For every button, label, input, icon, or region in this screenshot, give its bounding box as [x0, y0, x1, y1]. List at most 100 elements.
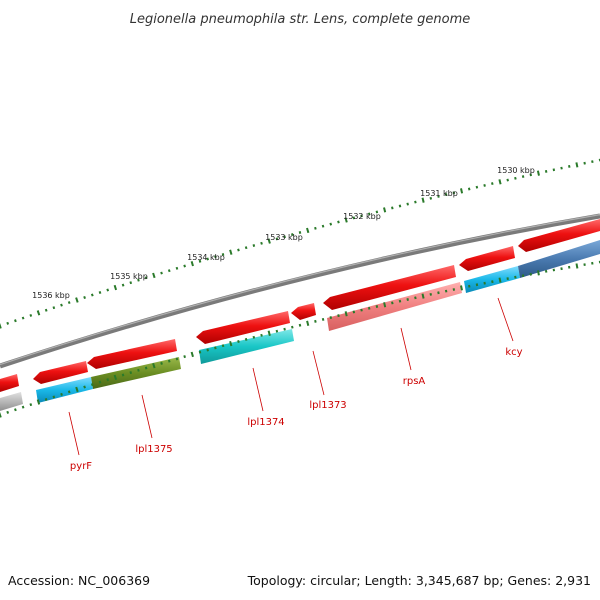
- scale-tick: [367, 306, 371, 310]
- scale-tick: [260, 241, 263, 245]
- scale-tick: [337, 220, 340, 224]
- scale-tick: [314, 319, 317, 323]
- leader-line: [252, 367, 264, 412]
- scale-tick: [67, 390, 71, 394]
- scale-tick: [90, 293, 94, 297]
- scale-tick: [206, 257, 209, 261]
- scale-tick: [414, 296, 417, 300]
- leader-line: [400, 327, 412, 371]
- scale-tick: [44, 398, 48, 401]
- kbp-label: 1534 kbp: [187, 253, 225, 262]
- scale-tick: [514, 275, 517, 279]
- scale-tick: [344, 311, 348, 317]
- scale-tick: [144, 276, 148, 280]
- scale-tick: [437, 291, 440, 295]
- gene-arrow: [291, 303, 316, 320]
- scale-tick: [444, 193, 448, 196]
- scale-tick: [237, 248, 240, 252]
- scale-tick: [360, 308, 363, 312]
- scale-tick: [0, 412, 2, 418]
- genome-backbone-highlight: [0, 214, 600, 366]
- kbp-label: 1535 kbp: [110, 272, 148, 281]
- scale-tick: [83, 385, 86, 389]
- scale-tick: [252, 335, 256, 339]
- scale-tick: [60, 303, 63, 307]
- scale-tick: [137, 278, 140, 282]
- gene-label-rpsA: rpsA: [403, 376, 426, 387]
- scale-tick: [298, 323, 302, 327]
- gene-block: [199, 329, 294, 364]
- gene-block: [36, 377, 93, 403]
- scale-tick: [129, 371, 133, 375]
- scale-tick: [113, 284, 118, 291]
- gene-arrow: [33, 361, 88, 384]
- scale-tick: [0, 323, 2, 329]
- scale-tick: [352, 216, 356, 220]
- scale-tick: [121, 283, 125, 287]
- scale-tick: [575, 162, 579, 168]
- scale-tick: [514, 176, 517, 180]
- scale-tick: [206, 348, 209, 352]
- scale-tick: [383, 302, 387, 308]
- scale-tick: [367, 212, 371, 216]
- scale-tick: [437, 194, 440, 198]
- scale-tick: [314, 226, 317, 230]
- scale-tick: [329, 316, 333, 320]
- scale-tick: [560, 166, 563, 170]
- gene-block: [518, 240, 600, 278]
- scale-tick: [267, 238, 271, 244]
- scale-tick: [483, 281, 486, 285]
- scale-tick: [190, 351, 194, 358]
- scale-tick: [375, 305, 379, 308]
- scale-tick: [452, 191, 456, 195]
- scale-tick: [121, 373, 125, 377]
- scale-tick: [52, 395, 56, 399]
- scale-tick: [337, 314, 340, 318]
- scale-tick: [575, 263, 579, 269]
- scale-tick: [198, 350, 202, 354]
- map-title: Legionella pneumophila str. Lens, comple…: [130, 12, 471, 27]
- scale-tick: [552, 168, 556, 172]
- scale-tick: [429, 292, 432, 296]
- scale-tick: [75, 386, 79, 393]
- scale-tick: [98, 290, 102, 295]
- scale-tick: [568, 165, 571, 168]
- gene-label-kcy: kcy: [505, 347, 522, 358]
- gene-block: [91, 357, 181, 389]
- scale-tick: [460, 188, 464, 194]
- scale-tick: [306, 227, 310, 234]
- scale-tick: [452, 288, 456, 291]
- scale-tick: [398, 299, 402, 303]
- scale-tick: [237, 340, 240, 343]
- scale-tick: [560, 267, 563, 271]
- scale-tick: [468, 284, 471, 288]
- scale-tick: [421, 293, 425, 299]
- scale-tick: [537, 270, 540, 276]
- scale-tick: [198, 259, 202, 263]
- gene-label-lpl1375: lpl1375: [135, 444, 172, 455]
- leader-line: [141, 394, 153, 439]
- scale-tick: [190, 261, 194, 267]
- scale-tick: [283, 235, 286, 239]
- scale-tick: [260, 333, 263, 337]
- scale-tick: [383, 207, 387, 213]
- scale-tick: [329, 222, 333, 226]
- scale-tick: [60, 392, 63, 396]
- scale-tick: [391, 301, 394, 305]
- gene-block: [327, 282, 462, 331]
- scale-tick: [14, 319, 17, 323]
- outer-ticks: [0, 158, 600, 329]
- scale-tick: [167, 359, 171, 363]
- scale-tick: [591, 160, 594, 164]
- scale-tick: [291, 325, 294, 329]
- scale-tick: [406, 202, 409, 206]
- scale-tick: [267, 330, 271, 336]
- scale-tick: [306, 320, 310, 326]
- scale-tick: [36, 310, 41, 316]
- scale-tick: [521, 175, 525, 179]
- scale-tick: [475, 283, 479, 287]
- scale-tick: [160, 271, 163, 275]
- gene-arrow: [0, 374, 19, 392]
- gene-block: [0, 392, 23, 411]
- genome-backbone: [0, 213, 600, 369]
